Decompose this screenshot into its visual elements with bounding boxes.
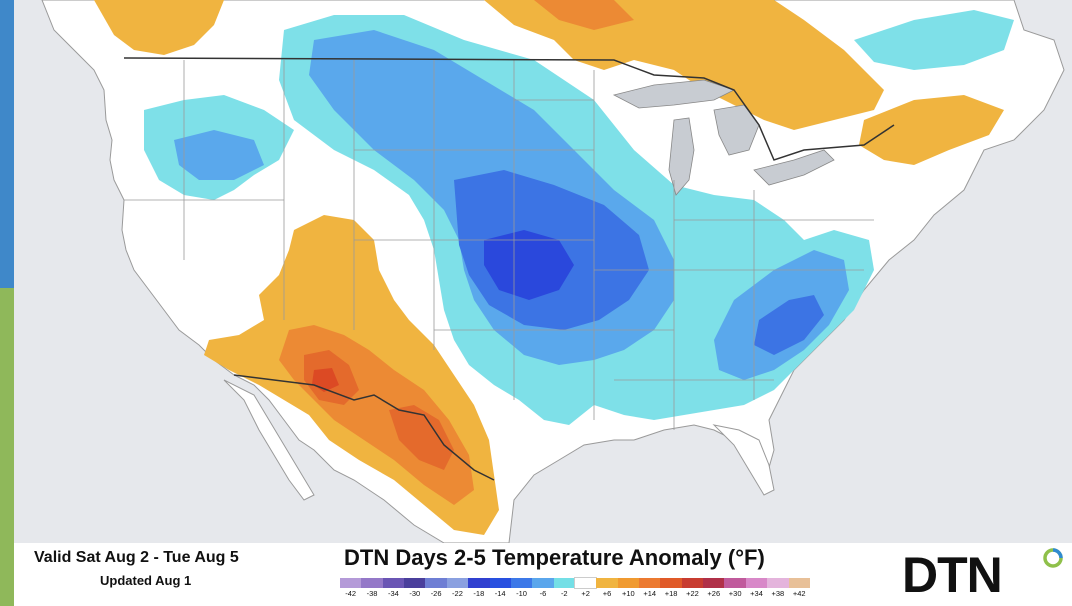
updated-date: Updated Aug 1 <box>100 573 192 588</box>
side-accent-bar-blue <box>0 0 14 288</box>
legend-tick-label: +26 <box>707 589 721 598</box>
legend-tick-label: -18 <box>473 589 485 598</box>
lake-michigan <box>668 117 695 196</box>
legend-swatch <box>724 578 746 588</box>
legend-swatch <box>703 578 725 588</box>
temperature-anomaly-map <box>14 0 1072 543</box>
legend-tick-label: +18 <box>664 589 678 598</box>
legend-tick-label: +34 <box>750 589 763 598</box>
side-accent-bar-green <box>0 288 14 606</box>
valid-dates: Valid Sat Aug 2 - Tue Aug 5 <box>34 549 239 566</box>
legend-tick-label: -34 <box>387 589 399 598</box>
legend-swatch <box>532 578 554 588</box>
legend-ticks: -42 -38 -34 -30 -26 -22 -18 -14 -10 -6 -2 +2 +6 +10 +1… <box>340 589 810 598</box>
international-borders <box>123 57 895 481</box>
warm-region-texas-deep <box>389 405 454 470</box>
legend-tick-label: -6 <box>539 589 547 598</box>
legend-tick-label: +6 <box>602 589 612 598</box>
cool-region-northwest-mid <box>174 130 264 180</box>
legend-swatch <box>446 578 469 588</box>
cool-region-canada-east-light <box>854 10 1014 70</box>
legend-swatch <box>573 577 598 589</box>
legend-tick-label: -42 <box>345 589 357 598</box>
warm-region-northeast <box>859 95 1004 165</box>
legend-tick-label: +42 <box>792 589 806 598</box>
legend-swatch <box>660 578 682 588</box>
legend-tick-label: +2 <box>581 589 590 598</box>
map-title: DTN Days 2-5 Temperature Anomaly (°F) <box>344 545 765 570</box>
legend-tick-label: -26 <box>430 589 442 598</box>
legend-swatch <box>425 578 447 588</box>
legend-tick-label: -10 <box>516 589 527 598</box>
legend-tick-label: -38 <box>366 589 378 598</box>
legend-swatch <box>788 578 810 588</box>
legend-tick-label: -14 <box>494 589 506 598</box>
warm-region-northwest <box>94 0 224 55</box>
florida <box>712 424 775 496</box>
legend-colorbar <box>340 577 810 589</box>
green-blue-ring-icon <box>1043 548 1063 568</box>
legend-tick-label: +30 <box>728 589 742 598</box>
footer-panel: Valid Sat Aug 2 - Tue Aug 5 Updated Aug … <box>14 543 1072 606</box>
legend-swatch <box>639 578 661 588</box>
state-lines <box>124 60 874 430</box>
legend-swatch <box>553 578 575 588</box>
legend-swatch <box>767 578 789 588</box>
legend-swatch <box>596 578 618 588</box>
legend-swatch <box>382 578 405 588</box>
warm-region-canada <box>484 0 884 130</box>
legend-swatch <box>468 578 490 588</box>
legend-swatch <box>745 578 768 588</box>
legend-swatch <box>510 578 533 588</box>
lake-superior <box>612 79 736 109</box>
cool-region-southeast-deep <box>754 295 824 355</box>
legend-swatch <box>340 578 362 588</box>
legend-tick-label: +38 <box>771 589 785 598</box>
legend-tick-label: -22 <box>452 589 463 598</box>
legend-tick-label: -30 <box>409 589 421 598</box>
legend-tick-label: +22 <box>686 589 699 598</box>
legend-swatch <box>361 578 383 588</box>
dtn-logo: DTN <box>902 547 1063 603</box>
legend-tick-label: -2 <box>560 589 568 598</box>
cool-region-core <box>484 230 574 300</box>
legend-swatch <box>489 578 511 588</box>
lake-erie-ontario <box>753 149 835 186</box>
dtn-logo-text: DTN <box>902 547 1003 603</box>
legend-swatch <box>617 578 640 588</box>
legend-swatch <box>404 578 426 588</box>
warm-region-canada-core <box>534 0 634 30</box>
legend-tick-label: +14 <box>643 589 657 598</box>
baja-peninsula <box>223 379 315 501</box>
legend-tick-label: +10 <box>621 589 635 598</box>
legend-swatch <box>681 578 704 588</box>
